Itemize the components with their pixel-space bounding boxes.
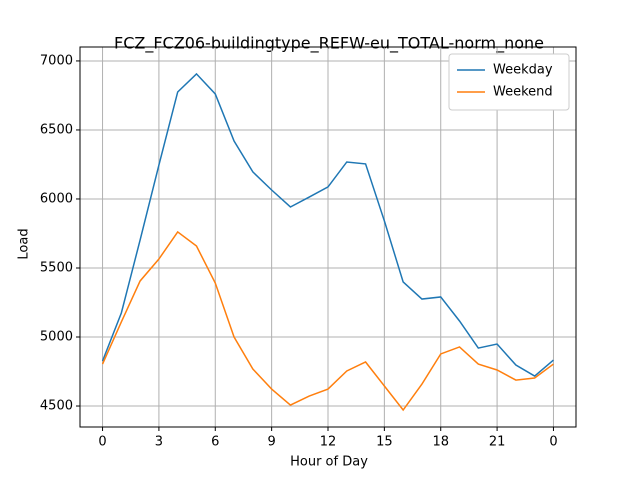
- x-tick-label: 3: [155, 435, 163, 450]
- x-tick-label: 15: [376, 435, 393, 450]
- plot-frame: [79, 46, 577, 428]
- legend-box: [448, 53, 570, 111]
- x-tick-label: 12: [320, 435, 337, 450]
- y-tick-label: 7000: [40, 53, 73, 68]
- x-tick-label: 0: [98, 435, 106, 450]
- x-axis-label: Hour of Day: [290, 455, 368, 470]
- x-tick-label: 9: [267, 435, 275, 450]
- x-tick-label: 6: [211, 435, 219, 450]
- x-tick-label: 18: [432, 435, 449, 450]
- y-tick-label: 6000: [40, 191, 73, 206]
- y-tick-label: 5000: [40, 330, 73, 345]
- legend-label: Weekday: [493, 63, 553, 78]
- legend: Weekday Weekend: [448, 53, 570, 111]
- chart-title: FCZ_FCZ06-buildingtype_REFW-eu_TOTAL-nor…: [114, 34, 544, 54]
- y-tick-label: 6500: [40, 122, 73, 137]
- line-series: [101, 230, 554, 412]
- line-series: [101, 72, 554, 377]
- x-tick-label: 0: [549, 435, 557, 450]
- y-tick-label: 4500: [40, 399, 73, 414]
- legend-label: Weekend: [493, 85, 553, 100]
- y-axis-label: Load: [17, 228, 32, 259]
- y-tick-label: 5500: [40, 260, 73, 275]
- x-tick-label: 21: [489, 435, 506, 450]
